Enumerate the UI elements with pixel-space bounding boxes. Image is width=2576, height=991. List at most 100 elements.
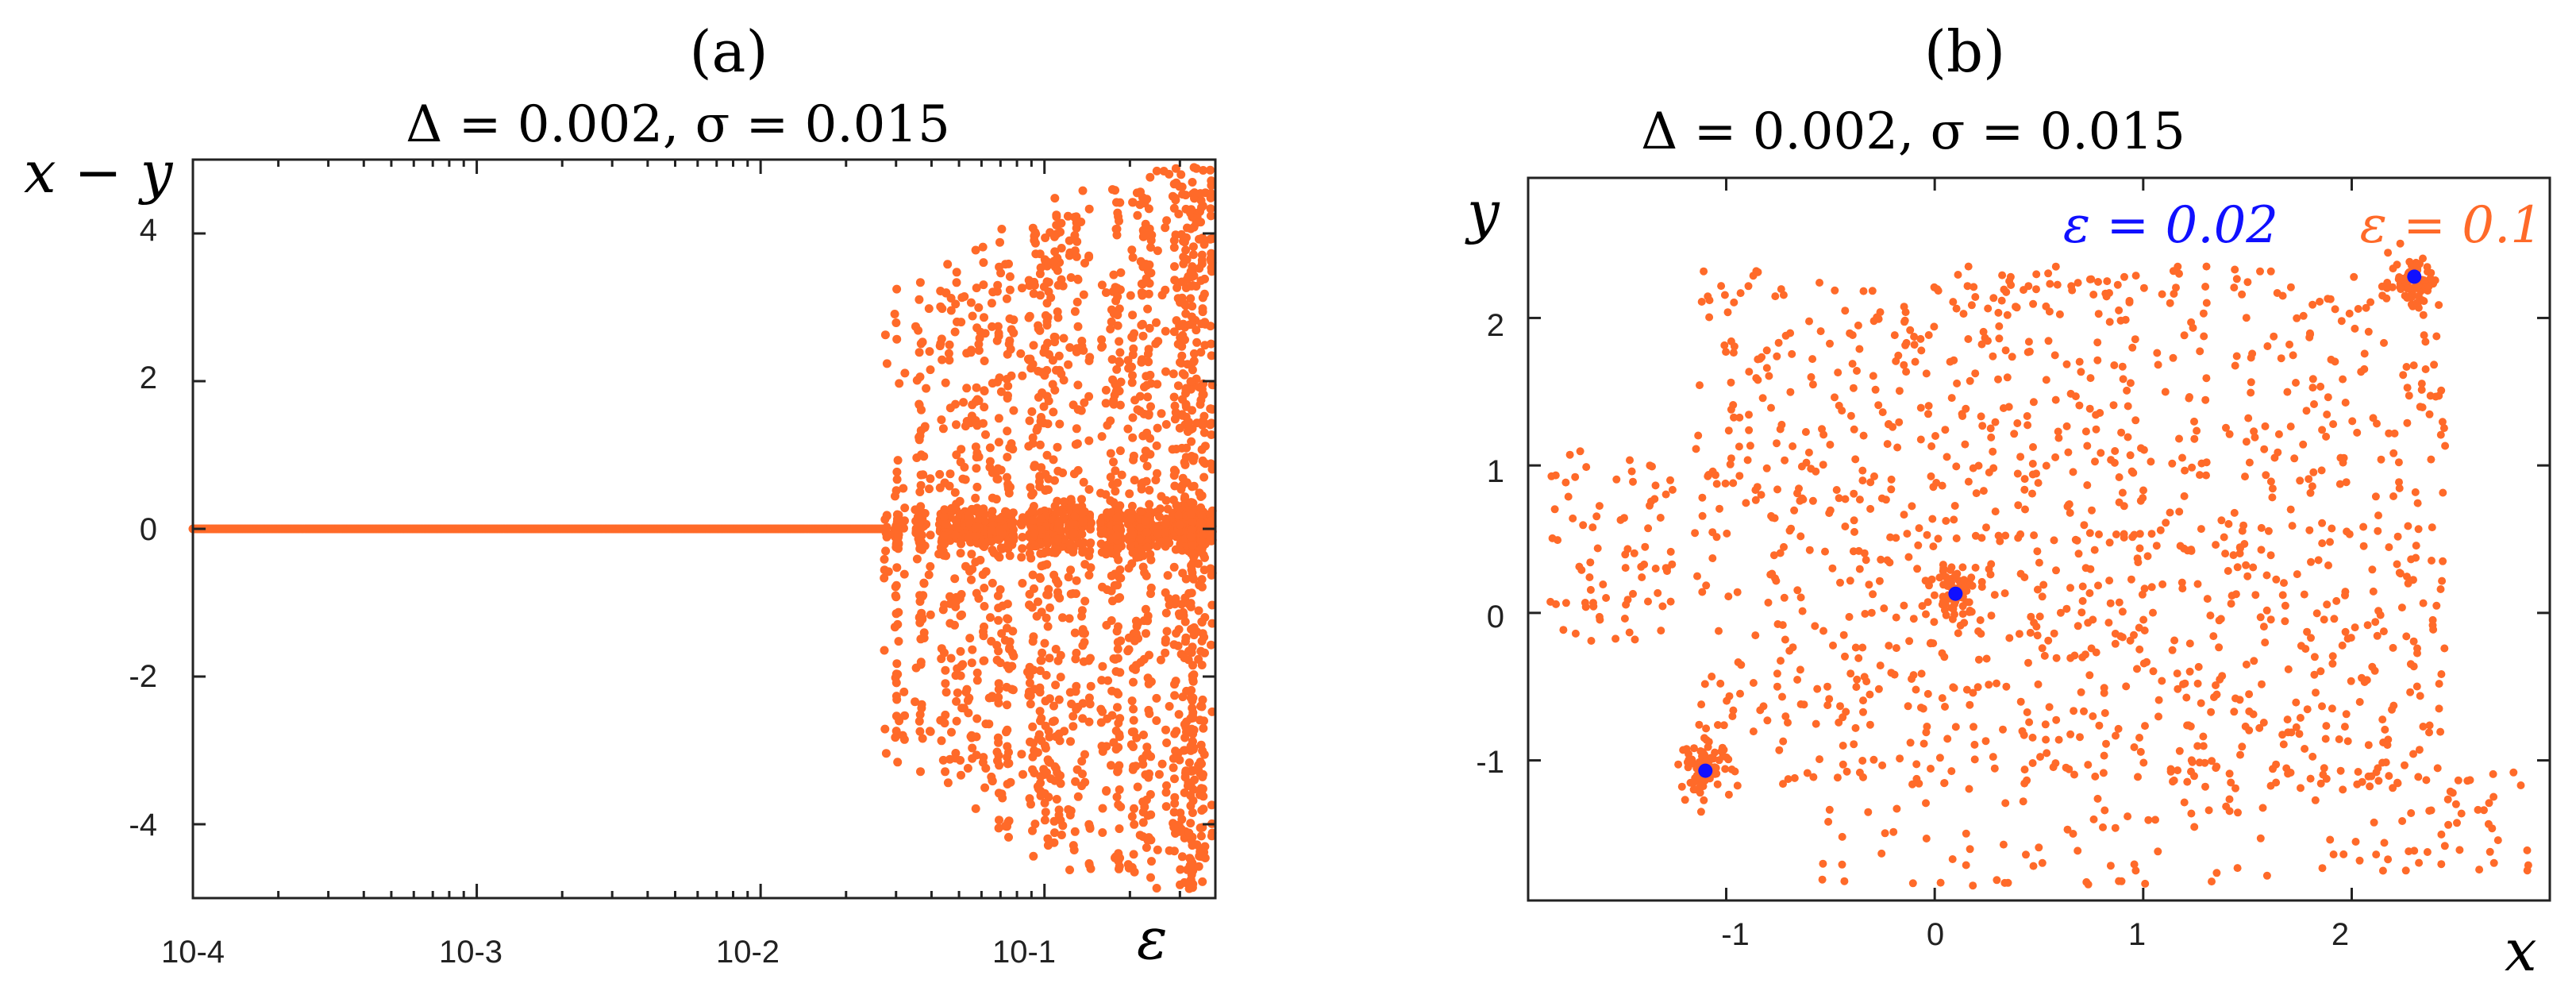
panel-a-point [1198, 852, 1207, 862]
panel-b-point [2041, 720, 2050, 729]
panel-a-point [972, 482, 982, 492]
panel-a-point [1181, 191, 1191, 200]
panel-b-point [2197, 699, 2205, 708]
panel-b-point [1875, 576, 1884, 585]
panel-b-point [1784, 775, 1792, 784]
panel-b-point [2489, 769, 2497, 778]
panel-b-point [2225, 807, 2234, 816]
panel-a-point [1030, 462, 1039, 472]
panel-b-point [1906, 326, 1915, 334]
panel-b-point [1646, 501, 1654, 510]
panel-b-point [1908, 780, 1916, 789]
panel-b-point [2255, 723, 2264, 732]
panel-b-point [2339, 458, 2347, 467]
panel-b-point [2262, 606, 2271, 615]
panel-b-point [1836, 702, 1844, 711]
panel-b-point [1654, 588, 1662, 597]
panel-b-point [1974, 461, 1983, 470]
panel-b-point [1743, 456, 1752, 465]
panel-b-point [1745, 411, 1753, 419]
panel-a-point [1035, 666, 1045, 676]
panel-b-point [1714, 721, 1722, 729]
panel-b-point [2062, 763, 2070, 772]
panel-a-point [920, 422, 930, 431]
panel-a-ytick-0: 0 [140, 512, 157, 547]
panel-a-point [1141, 446, 1150, 456]
panel-b-point [1823, 701, 1832, 710]
panel-b-point [2413, 499, 2422, 507]
panel-a-point [1115, 400, 1125, 410]
panel-b-point [2242, 561, 2251, 569]
panel-b-point [1952, 534, 1961, 542]
panel-b-point [2475, 866, 2484, 874]
panel-a-point [987, 537, 996, 546]
panel-a-point [1034, 477, 1044, 487]
panel-a-point [1127, 378, 1137, 388]
panel-b-point [1745, 426, 1754, 434]
panel-b-point [1616, 515, 1625, 524]
panel-a-point [962, 384, 972, 393]
panel-a-point [981, 430, 990, 439]
panel-b-point [2306, 774, 2315, 783]
panel-a-point [914, 400, 924, 410]
panel-b-point [1754, 355, 1762, 364]
panel-b-point [1704, 292, 1712, 301]
panel-b-point [1968, 581, 1977, 590]
panel-a-point [1168, 445, 1177, 454]
panel-b-point [2055, 310, 2064, 318]
panel-b-point [2249, 563, 2258, 572]
panel-b-point [2238, 742, 2247, 751]
panel-b-point [1730, 413, 1738, 422]
panel-b-point [1730, 298, 1739, 307]
panel-b-point [1793, 676, 1802, 684]
panel-a-point [972, 538, 982, 548]
panel-a-point [956, 756, 965, 765]
panel-a-point [1085, 700, 1095, 709]
panel-a-point [1049, 407, 1058, 417]
panel-a-point [1170, 401, 1180, 411]
panel-a-point [1138, 319, 1147, 329]
panel-b-point [1681, 796, 1689, 804]
panel-b-point [2002, 287, 2011, 296]
panel-a-point [1049, 570, 1059, 580]
panel-b-point [2180, 798, 2189, 807]
panel-a-point [922, 384, 931, 393]
panel-b-point [1736, 289, 1745, 298]
panel-a-point [971, 245, 980, 255]
panel-b-point [1757, 491, 1765, 499]
panel-a-point [1052, 212, 1061, 222]
panel-b-point [2401, 761, 2409, 769]
panel-b-point [2358, 673, 2366, 682]
panel-a-point [965, 634, 975, 643]
panel-b-point [2025, 718, 2034, 727]
panel-a-point [952, 268, 961, 277]
panel-b-point [1931, 432, 1939, 440]
panel-b-point [2124, 812, 2132, 821]
panel-a-point [1130, 819, 1139, 829]
panel-b-point [2001, 531, 2010, 540]
panel-b-point [1908, 879, 1917, 888]
panel-b-ytick-0: 0 [1487, 600, 1504, 634]
panel-b-point [2264, 526, 2273, 535]
panel-b-point [1860, 673, 1869, 681]
panel-a-point [1196, 395, 1206, 405]
panel-b-point [2069, 830, 2077, 838]
panel-b-point [2345, 309, 2354, 318]
panel-b-point [1840, 877, 1849, 885]
panel-b-point [2022, 850, 2030, 859]
panel-a-point [915, 544, 925, 553]
panel-b-point [2045, 703, 2054, 711]
panel-b-point [1853, 675, 1862, 684]
panel-b-point [1819, 461, 1827, 469]
panel-a-point [935, 469, 945, 479]
panel-a-point [1207, 263, 1216, 272]
panel-b-point [2074, 279, 2082, 287]
panel-a-point [974, 303, 984, 312]
panel-b-point [2292, 379, 2300, 387]
panel-b-point [2042, 735, 2050, 744]
panel-b-point [2369, 414, 2378, 422]
panel-a-point [880, 646, 889, 655]
panel-b-point [2193, 426, 2201, 435]
panel-b-point [2085, 529, 2094, 538]
panel-a-point [956, 671, 965, 681]
